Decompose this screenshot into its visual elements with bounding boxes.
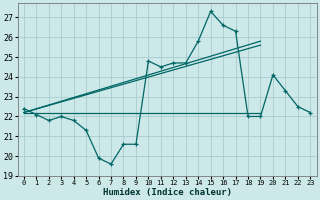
X-axis label: Humidex (Indice chaleur): Humidex (Indice chaleur) xyxy=(103,188,232,197)
